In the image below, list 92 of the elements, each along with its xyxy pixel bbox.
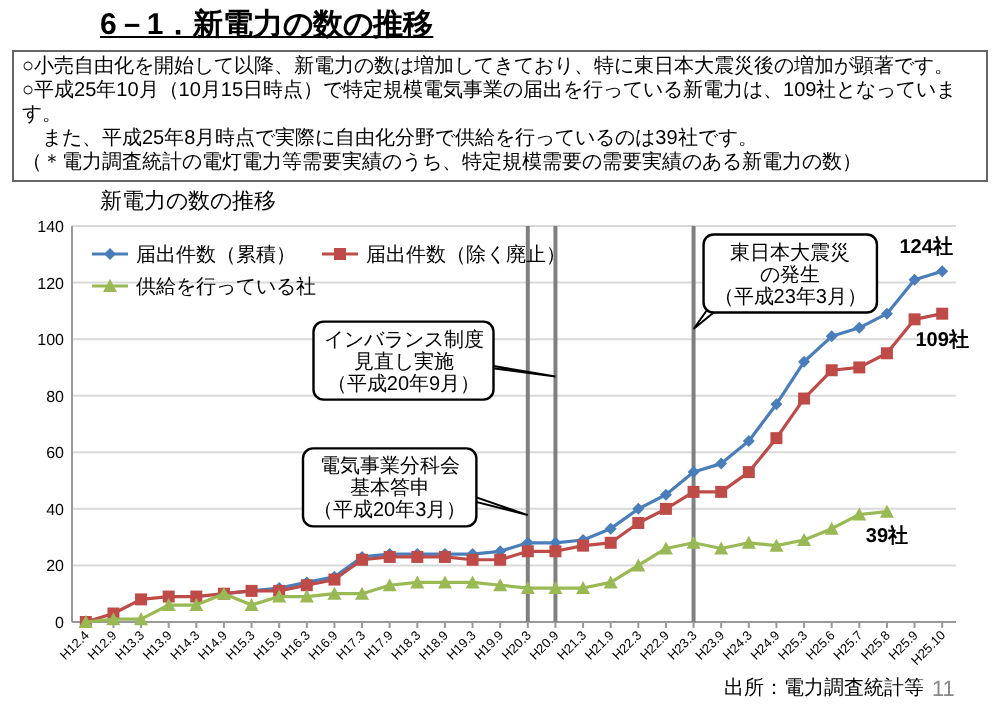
- point: [659, 502, 672, 515]
- y-tick-label: 60: [46, 444, 66, 463]
- point: [715, 485, 728, 498]
- point: [908, 313, 921, 326]
- point: [520, 581, 535, 595]
- point: [603, 575, 618, 589]
- annotation: 109社: [915, 327, 969, 352]
- ref-line-label: 電気事業分科会基本答申（平成20年3月）: [313, 454, 467, 523]
- point: [576, 581, 591, 595]
- point: [770, 432, 783, 445]
- text: 出所：電力調査統計等: [724, 676, 924, 700]
- point: [162, 590, 175, 603]
- annotation: 39社: [865, 523, 909, 548]
- chart-subtitle: 新電力の数の推移: [100, 188, 276, 214]
- point: [797, 532, 812, 546]
- text: ○小売自由化を開始して以降、新電力の数は増加してきており、特に東日本大震災後の増加が顕著です。: [22, 56, 957, 79]
- point: [715, 457, 728, 470]
- legend-label: 供給を行っている社: [136, 275, 316, 299]
- point: [936, 265, 949, 278]
- y-tick-label: 120: [37, 274, 66, 293]
- point: [770, 398, 783, 411]
- point: [853, 321, 866, 334]
- point: [466, 553, 479, 566]
- point: [577, 539, 590, 552]
- legend-item: 供給を行っている社: [92, 277, 316, 299]
- point: [189, 598, 204, 612]
- legend-item: 届出件数（累積）: [92, 245, 296, 267]
- point: [549, 545, 562, 558]
- point: [879, 504, 894, 518]
- point: [936, 307, 949, 320]
- ref-line-label: インバランス制度見直し実施（平成20年9月）: [323, 327, 484, 396]
- point: [824, 521, 839, 535]
- point: [798, 355, 811, 368]
- point: [798, 392, 811, 405]
- point: [825, 330, 838, 343]
- point: [494, 553, 507, 566]
- point: [135, 593, 148, 606]
- legend-label: 届出件数（除く廃止）: [366, 243, 566, 267]
- y-tick-label: 80: [46, 387, 66, 406]
- y-tick-label: 140: [37, 218, 66, 236]
- chart-title: 6－1．新電力の数の推移: [98, 6, 436, 46]
- ref-line-label: 東日本大震災の発生（平成23年3月）: [713, 240, 867, 309]
- point: [548, 581, 563, 595]
- point: [686, 535, 701, 549]
- point: [659, 488, 672, 501]
- point: [410, 575, 425, 589]
- point: [880, 307, 893, 320]
- point: [632, 502, 645, 515]
- annotation: 124社: [899, 235, 953, 260]
- point: [742, 434, 755, 447]
- point: [521, 545, 534, 558]
- point: [161, 598, 176, 612]
- point: [604, 522, 617, 535]
- point: [880, 347, 893, 360]
- point: [908, 273, 921, 286]
- point: [741, 535, 756, 549]
- point: [714, 541, 729, 555]
- point: [742, 466, 755, 479]
- point: [687, 466, 700, 479]
- point: [134, 612, 149, 626]
- text: 11: [932, 678, 955, 702]
- point: [465, 575, 480, 589]
- point: [382, 578, 397, 592]
- y-tick-label: 0: [55, 614, 66, 632]
- point: [631, 558, 646, 572]
- point: [852, 507, 867, 521]
- callout: インバランス制度見直し実施（平成20年9月）: [312, 320, 557, 401]
- point: [632, 517, 645, 529]
- text: また、平成25年8月時点で実際に自由化分野で供給を行っているのは39社です。: [40, 128, 760, 151]
- point: [604, 536, 617, 549]
- point: [327, 586, 342, 600]
- point: [299, 589, 314, 603]
- point: [493, 578, 508, 592]
- point: [272, 589, 287, 603]
- point: [769, 538, 784, 552]
- text: ○平成25年10月（10月15日時点）で特定規模電気事業の届出を行っている新電力は、109社となっています。: [22, 80, 959, 127]
- y-tick-label: 40: [46, 500, 66, 519]
- legend-item: 届出件数（除く廃止）: [322, 245, 566, 267]
- point: [825, 364, 838, 377]
- y-tick-label: 100: [37, 331, 66, 350]
- point: [355, 586, 370, 600]
- point: [658, 541, 673, 555]
- callout: 電気事業分科会基本答申（平成20年3月）: [301, 447, 529, 528]
- point: [106, 612, 121, 626]
- point: [244, 598, 259, 612]
- point: [687, 485, 700, 498]
- point: [853, 361, 866, 374]
- legend-label: 届出件数（累積）: [136, 243, 296, 267]
- callout: 東日本大震災の発生（平成23年3月）: [692, 233, 879, 330]
- text: （＊電力調査統計の電灯電力等需要実績のうち、特定規模需要の需要実績のある新電力の数）: [22, 152, 864, 176]
- y-tick-label: 20: [46, 557, 66, 576]
- point: [437, 575, 452, 589]
